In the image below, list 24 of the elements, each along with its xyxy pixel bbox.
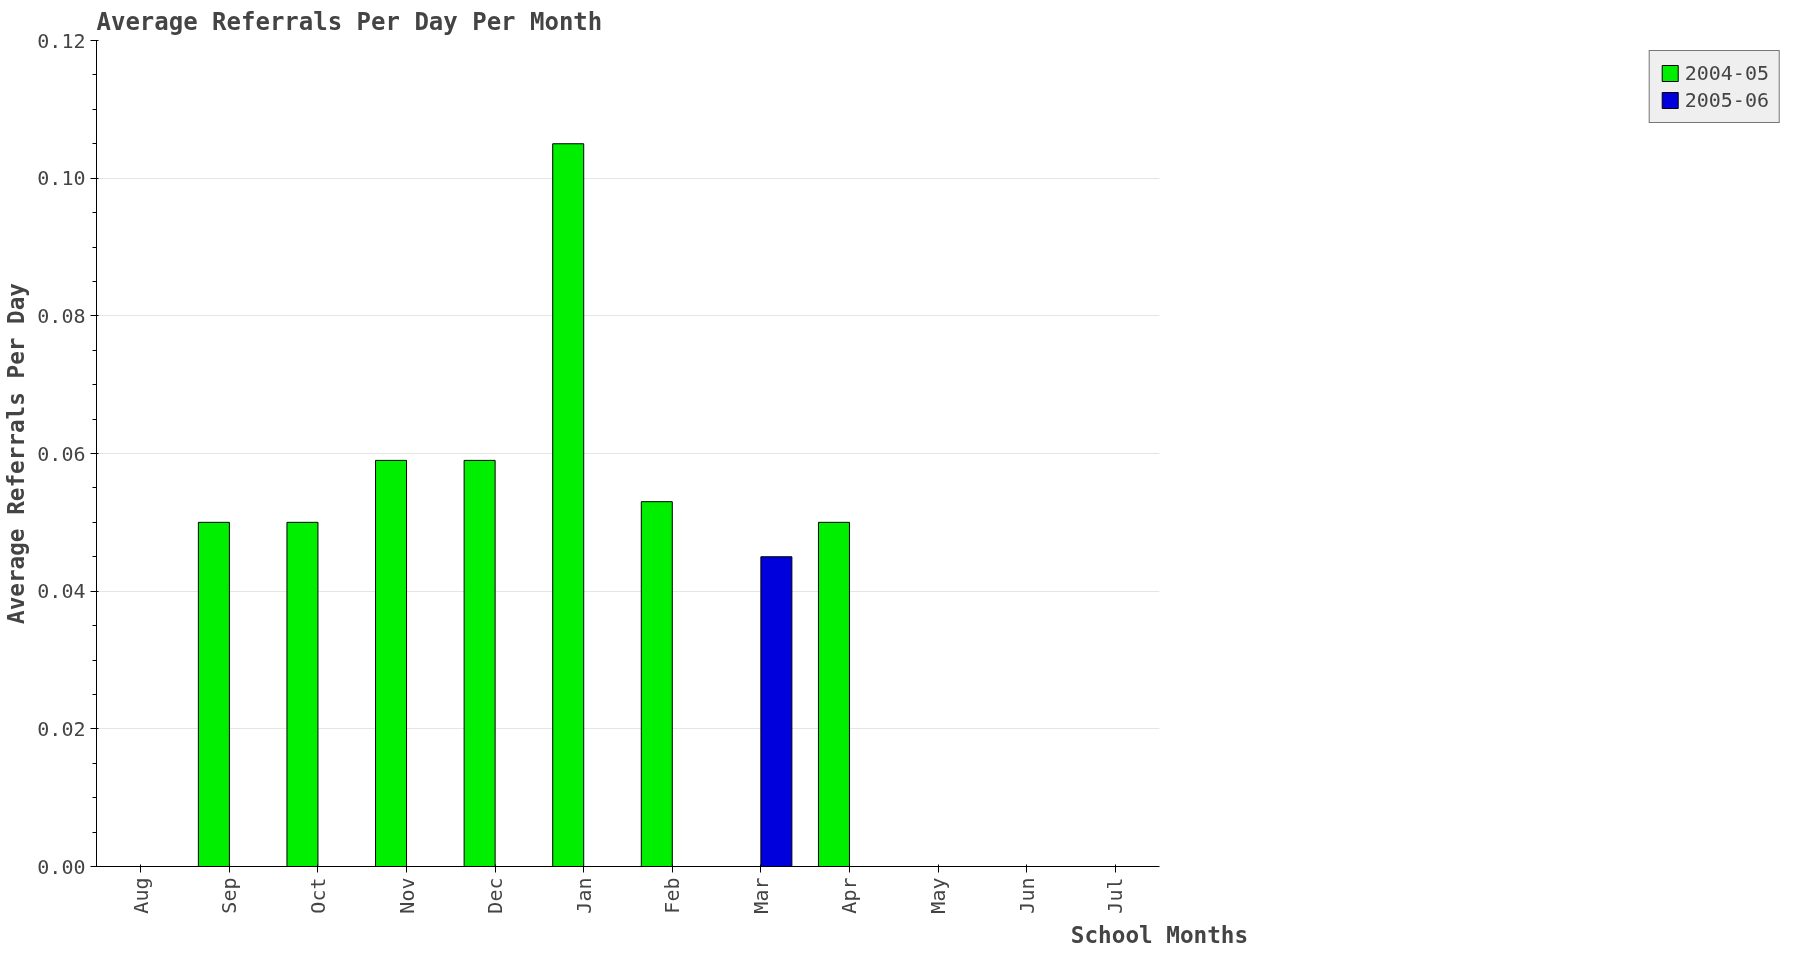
x-tick-label: Feb: [660, 877, 685, 914]
x-tick-label: Jul: [1103, 877, 1128, 914]
x-axis-title: School Months: [1070, 921, 1249, 948]
y-tick-label: 0.08: [37, 303, 86, 328]
x-tick-label: Dec: [483, 877, 508, 914]
x-tick-label: Aug: [128, 877, 153, 914]
y-tick-label: 0.04: [37, 579, 86, 604]
x-tick-label: Jun: [1014, 877, 1039, 914]
x-tick-label: Apr: [837, 877, 862, 914]
y-axis-title: Average Referrals Per Day: [3, 282, 30, 624]
x-tick-label: Mar: [748, 877, 773, 914]
legend-label: 2005-06: [1684, 88, 1769, 112]
x-tick-label: Oct: [305, 877, 330, 914]
y-tick-label: 0.12: [37, 28, 86, 53]
x-tick-label: Sep: [217, 877, 242, 914]
y-tick-label: 0.00: [37, 854, 86, 879]
y-tick-label: 0.06: [37, 441, 86, 466]
x-tick-label: Jan: [571, 877, 596, 914]
x-tick-label: Nov: [394, 877, 419, 914]
x-tick-label: May: [926, 877, 951, 914]
chart-title: Average Referrals Per Day Per Month: [96, 7, 603, 36]
y-tick-label: 0.10: [37, 166, 86, 191]
legend-label: 2004-05: [1684, 61, 1769, 85]
y-tick-label: 0.02: [37, 716, 86, 741]
